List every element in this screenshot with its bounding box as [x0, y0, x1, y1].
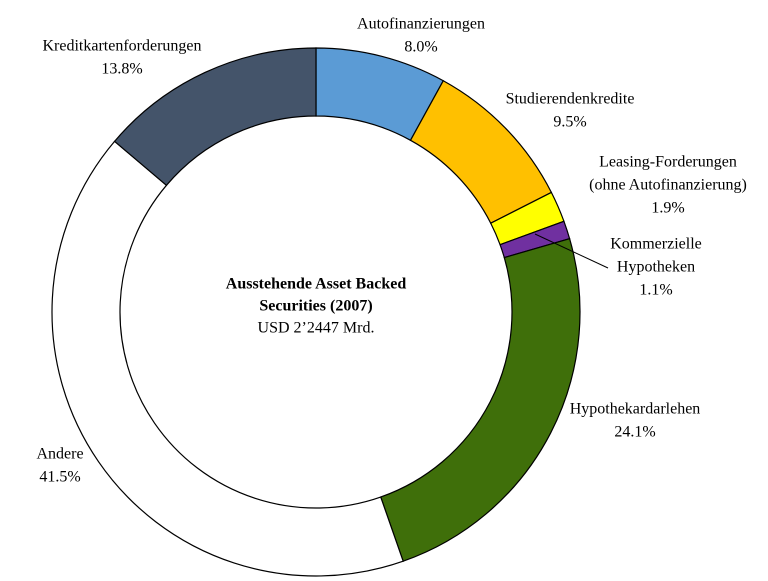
slice-label: Studierendenkredite [506, 91, 635, 108]
slice-label: Hypotheken [617, 259, 695, 276]
value-label: 1.1% [639, 282, 672, 299]
donut-slice [51, 140, 404, 577]
slice-label: (ohne Autofinanzierung) [589, 177, 747, 194]
value-label: 24.1% [614, 424, 655, 441]
slice-label: Andere [36, 446, 83, 463]
value-label: 41.5% [39, 469, 80, 486]
value-label: 8.0% [404, 39, 437, 56]
chart-title: Ausstehende Asset Backed [226, 276, 407, 293]
donut-slice [379, 237, 581, 562]
value-label: 1.9% [651, 200, 684, 217]
value-label: 13.8% [101, 61, 142, 78]
value-label: 9.5% [553, 114, 586, 131]
chart-title: Securities (2007) [259, 298, 372, 315]
slice-label: Hypothekardarlehen [570, 401, 701, 418]
slice-label: Kommerzielle [610, 236, 702, 253]
chart-subtitle: USD 2’2447 Mrd. [258, 320, 375, 337]
slice-label: Kreditkartenforderungen [42, 38, 201, 55]
leader-line [534, 233, 609, 269]
slice-label: Autofinanzierungen [357, 16, 485, 33]
slice-label: Leasing-Forderungen [599, 154, 737, 171]
donut-slice [113, 47, 317, 187]
